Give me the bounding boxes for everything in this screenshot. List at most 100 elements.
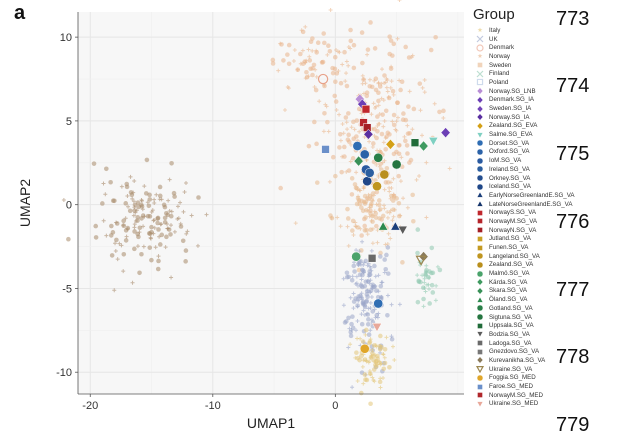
legend-item: Norway.SG_LNB — [474, 87, 614, 96]
cluster-point — [132, 222, 137, 227]
cluster-point — [381, 375, 386, 380]
legend-item: Zealand.SG_EVA — [474, 122, 614, 131]
cluster-point — [152, 201, 157, 206]
cluster-point — [362, 223, 367, 229]
cluster-point — [315, 40, 321, 46]
cluster-point — [358, 188, 363, 193]
cluster-point — [104, 233, 109, 238]
cluster-point — [370, 309, 376, 314]
cluster-point — [131, 199, 136, 204]
cluster-point — [391, 41, 397, 47]
legend-symbol — [476, 287, 484, 295]
cluster-point — [371, 141, 376, 146]
cluster-point — [133, 219, 138, 224]
cluster-point — [398, 87, 403, 93]
cluster-point — [314, 74, 319, 79]
legend-item: LateNorseGreenlandE.SG_VA — [474, 200, 614, 209]
legend-marker — [476, 261, 484, 269]
cluster-point — [157, 184, 163, 190]
cluster-point — [374, 288, 379, 294]
cluster-point — [121, 269, 126, 274]
legend-symbol — [476, 148, 484, 156]
legend-marker — [476, 140, 484, 147]
cluster-point — [135, 231, 141, 237]
line-number: 775 — [556, 143, 590, 165]
highlight-point — [359, 343, 370, 354]
cluster-point — [429, 282, 435, 288]
cluster-point — [386, 95, 391, 100]
legend-label: Finland — [489, 70, 510, 78]
cluster-point — [110, 198, 116, 203]
cluster-point — [338, 224, 343, 229]
cluster-point — [359, 267, 365, 273]
cluster-point — [379, 131, 385, 137]
legend-marker — [476, 401, 484, 408]
cluster-point — [114, 220, 119, 225]
cluster-point — [378, 254, 383, 259]
cluster-point — [139, 198, 144, 203]
cluster-point — [362, 193, 368, 199]
cluster-point — [418, 279, 423, 285]
x-tick-label: -10 — [205, 400, 221, 412]
cluster-point — [376, 202, 382, 208]
legend-item: Malmö.SG_VA — [474, 269, 614, 278]
cluster-point — [320, 59, 326, 65]
legend-marker — [476, 44, 484, 52]
cluster-point — [405, 123, 410, 128]
cluster-point — [100, 201, 105, 206]
cluster-point — [390, 344, 395, 349]
cluster-point — [391, 176, 396, 181]
cluster-point — [342, 154, 347, 159]
cluster-point — [109, 253, 115, 258]
cluster-point — [346, 315, 351, 321]
cluster-point — [387, 189, 392, 194]
cluster-point — [285, 84, 290, 89]
cluster-point — [346, 139, 352, 145]
cluster-point — [349, 192, 355, 197]
cluster-point — [374, 202, 379, 207]
cluster-point — [399, 155, 404, 160]
cluster-point — [405, 205, 410, 210]
cluster-point — [388, 38, 394, 43]
cluster-point — [359, 291, 364, 296]
cluster-point — [365, 312, 371, 317]
cluster-point — [91, 161, 97, 166]
legend-label: Gotland.SG_VA — [489, 304, 533, 312]
legend-item: Iceland.SG_VA — [474, 182, 614, 191]
cluster-point — [422, 90, 427, 95]
cluster-point — [373, 105, 378, 110]
cluster-point — [371, 101, 376, 106]
legend-symbol — [476, 104, 484, 113]
cluster-point — [376, 311, 381, 316]
cluster-point — [147, 231, 153, 237]
cluster-point — [144, 157, 150, 163]
cluster-point — [395, 115, 400, 120]
legend-label: Funen.SG_VA — [489, 244, 529, 252]
cluster-point — [370, 241, 375, 246]
cluster-point — [129, 192, 135, 198]
cluster-point — [364, 93, 370, 99]
legend-label: Langeland.SG_VA — [489, 252, 540, 260]
legend-marker — [476, 157, 484, 164]
cluster-point — [426, 287, 431, 292]
cluster-point — [364, 377, 370, 383]
legend-label: Iceland.SG_VA — [489, 183, 531, 191]
cluster-point — [109, 223, 114, 229]
cluster-point — [372, 46, 378, 51]
cluster-point — [384, 165, 390, 171]
cluster-point — [162, 215, 168, 221]
cluster-point — [353, 328, 358, 333]
cluster-point — [383, 108, 389, 114]
line-number: 773 — [556, 8, 590, 30]
cluster-point — [340, 122, 345, 127]
cluster-point — [360, 60, 365, 66]
cluster-point — [366, 360, 371, 365]
legend-item: Dorset.SG_VA — [474, 139, 614, 148]
cluster-point — [337, 145, 342, 150]
cluster-point — [353, 224, 358, 229]
cluster-point — [159, 232, 165, 238]
legend-item: Langeland.SG_VA — [474, 252, 614, 261]
cluster-point — [362, 228, 368, 233]
cluster-point — [61, 198, 66, 203]
cluster-point — [359, 295, 364, 300]
